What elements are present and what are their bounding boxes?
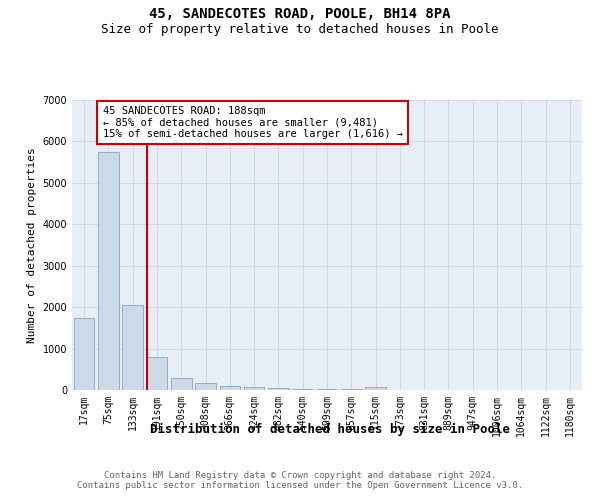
Bar: [98, 152, 119, 390]
Bar: [244, 388, 265, 390]
Bar: [195, 382, 216, 390]
Bar: [268, 388, 289, 390]
Bar: [122, 305, 143, 390]
Y-axis label: Number of detached properties: Number of detached properties: [27, 147, 37, 343]
Bar: [146, 357, 167, 390]
Text: 45 SANDECOTES ROAD: 188sqm
← 85% of detached houses are smaller (9,481)
15% of s: 45 SANDECOTES ROAD: 188sqm ← 85% of deta…: [103, 106, 403, 139]
Text: 45, SANDECOTES ROAD, POOLE, BH14 8PA: 45, SANDECOTES ROAD, POOLE, BH14 8PA: [149, 8, 451, 22]
Bar: [74, 318, 94, 390]
Text: Distribution of detached houses by size in Poole: Distribution of detached houses by size …: [150, 422, 510, 436]
Bar: [341, 389, 362, 390]
Bar: [365, 387, 386, 390]
Bar: [292, 388, 313, 390]
Bar: [220, 386, 240, 390]
Text: Contains HM Land Registry data © Crown copyright and database right 2024.
Contai: Contains HM Land Registry data © Crown c…: [77, 470, 523, 490]
Text: Size of property relative to detached houses in Poole: Size of property relative to detached ho…: [101, 22, 499, 36]
Bar: [317, 389, 337, 390]
Bar: [171, 378, 191, 390]
